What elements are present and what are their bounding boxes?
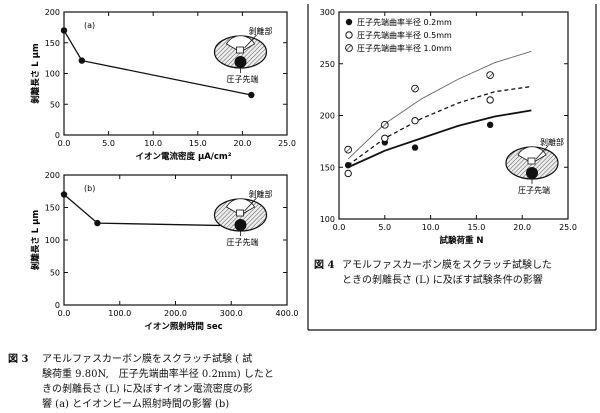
inset-label: 剝離部 [540,137,564,147]
x-tick-label: 100.0 [108,309,131,318]
data-point-s0-2 [411,144,419,151]
x-tick-label: 15.0 [189,139,207,148]
data-point-legend-1 [345,31,353,39]
panel-label: (b) [84,184,95,193]
x-tick-label: 0.0 [58,139,71,148]
y-tick-label: 150 [45,39,60,48]
inset-indenter-tip [234,56,247,68]
x-tick-label: 5.0 [102,139,115,148]
data-point-s1-1 [381,134,389,142]
legend-entry-2: 圧子先端曲率半径 0.5mm [357,30,452,40]
inset-scratch-mark [236,46,244,54]
figure-4-number: 図 4 [314,260,335,271]
data-point-legend-2 [345,44,353,52]
fit-curve-3 [347,50,532,160]
inset-leader-line [535,145,549,160]
data-point-s2-0 [344,145,353,154]
inset-label: 剝離部 [249,189,273,199]
figure-4-caption-line-2: ときの剝離長さ (L) に及ぼす試験条件の影響 [342,275,543,286]
x-tick-label: 20.0 [233,139,251,148]
x-tick-label: 10.0 [422,223,440,232]
data-point-L2 [248,91,255,99]
x-tick-label: 10.0 [144,139,162,148]
data-point-L1 [78,57,86,64]
data-point-s2-1 [380,120,389,129]
x-axis-label: 試験荷重 N [439,235,483,246]
inset-scratch-mark [527,157,536,165]
figure-3-caption-line-1: アモルファスカーボン膜をスクラッチ試験 ( 試 [42,354,253,365]
fit-curve-1 [347,109,532,169]
chart-2: 0.0 100.0 200.0 300.0 400.0 0 50 100 150 200 イオン照射… [30,171,298,332]
data-point-s2-2 [411,84,419,93]
y-axis-label: 剝離長さ L μm [30,43,41,104]
y-axis-label: 剝離長さ L μm [30,210,41,271]
x-tick-label: 25.0 [278,139,296,148]
y-tick-label: 0 [55,301,60,310]
inset-tip-label: 圧子先端 [227,237,259,247]
x-tick-label: 400.0 [276,309,299,318]
x-tick-label: 5.0 [378,223,391,232]
y-tick-label: 50 [50,269,60,278]
figure-4-caption-line-1: アモルファスカーボン膜をスクラッチ試験した [342,260,552,271]
data-point-L0 [60,27,68,34]
legend-entry-3: 圧子先端曲率半径 1.0mm [357,43,452,53]
y-tick-label: 250 [320,60,335,69]
y-tick-label: 50 [50,100,60,109]
inset-delaminated-zone [225,35,256,53]
inset-label: 剝離部 [249,26,273,36]
data-point-s0-0 [344,161,352,169]
y-tick-label: 150 [320,163,335,172]
series-line [63,194,232,227]
y-tick-label: 100 [45,236,60,245]
inset-delaminated-zone [225,198,256,216]
data-point-L0 [60,191,68,198]
x-tick-label: 15.0 [467,223,485,232]
x-tick-label: 200.0 [164,309,187,318]
y-tick-label: 200 [45,171,60,180]
y-tick-label: 100 [320,215,335,224]
y-tick-label: 0 [55,131,60,140]
x-tick-label: 25.0 [559,223,577,232]
figure-3-caption-line-3: きの剝離長さ (L) に及ぼすイオン電流密度の影 [42,384,253,395]
inset-leader-line [244,197,257,212]
chart-1: 0.0 5.0 10.0 15.0 20.0 25.0 0 50 100 150 200 イオン電流密… [30,8,296,162]
figure-3-number: 図 3 [8,354,29,365]
inset-scratch-mark [236,209,244,217]
inset-tip-label: 圧子先端 [518,185,550,195]
y-tick-label: 150 [45,204,60,213]
inset-leader-line [244,34,257,49]
inset-indenter-tip [526,167,538,179]
data-point-s1-3 [486,96,494,104]
y-tick-label: 200 [320,112,335,121]
x-tick-label: 300.0 [220,309,243,318]
x-tick-label: 0.0 [333,223,346,232]
data-point-legend-0 [345,18,353,26]
y-tick-label: 100 [45,70,60,79]
data-point-s2-3 [486,71,494,79]
fit-curve-2 [347,85,532,166]
y-tick-label: 300 [320,8,335,17]
figure-3-caption-line-4: 響 (a) とイオンビーム照射時間の影響 (b) [42,399,230,410]
figure-3-caption-line-2: 験荷重 9.80N, 圧子先端曲率半径 0.2mm) したと [42,369,274,380]
inset-indenter-tip [234,219,247,231]
panel-label: (a) [84,21,95,30]
y-tick-label: 200 [45,8,60,17]
data-point-s0-3 [486,121,494,129]
inset-delaminated-zone [517,146,547,164]
legend-entry-1: 圧子先端曲率半径 0.2mm [357,17,452,27]
data-point-s1-2 [411,116,419,125]
x-axis-label: イオン電流密度 μA/cm² [135,151,231,162]
chart-3: 0.0 5.0 10.0 15.0 20.0 25.0 100 150 200 250 300 試験荷… [320,8,577,246]
data-point-s1-0 [344,169,352,178]
inset-tip-label: 圧子先端 [227,74,259,84]
x-tick-label: 20.0 [513,223,531,232]
data-point-L1 [94,219,101,227]
x-tick-label: 0.0 [58,309,71,318]
x-axis-label: イオン照射時間 sec [144,321,222,332]
